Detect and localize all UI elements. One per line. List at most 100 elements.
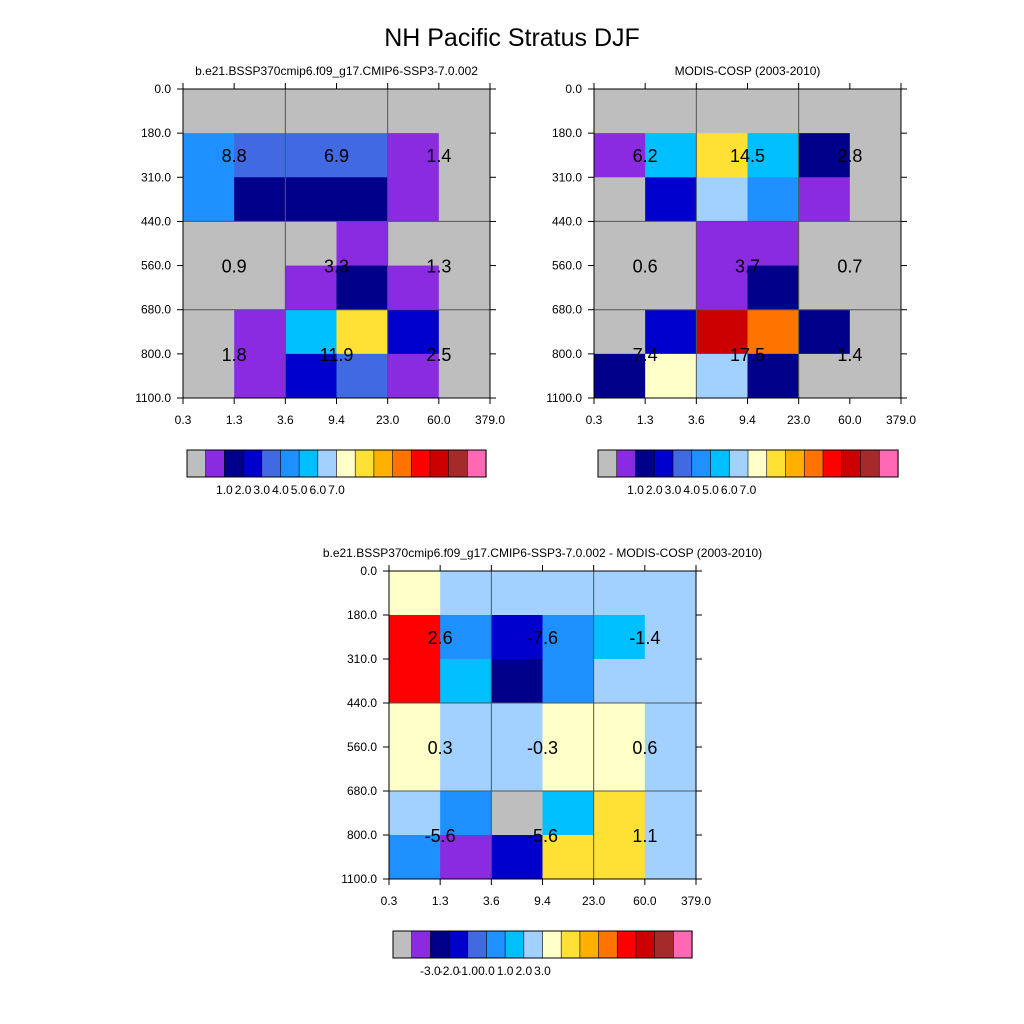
heatmap-cell bbox=[440, 659, 492, 704]
y-tick-label: 310.0 bbox=[141, 170, 171, 184]
heatmap-cell bbox=[387, 89, 440, 134]
colorbar-swatch bbox=[430, 930, 450, 959]
heatmap-cell bbox=[389, 703, 441, 748]
x-tick-label: 9.4 bbox=[328, 413, 345, 427]
heatmap-cell bbox=[438, 177, 491, 222]
data-label: 7.4 bbox=[633, 345, 658, 365]
heatmap-cell bbox=[183, 133, 235, 178]
colorbar-label: 3.0 bbox=[534, 964, 551, 978]
colorbar-swatch bbox=[878, 449, 899, 478]
data-label: 0.6 bbox=[633, 257, 658, 277]
data-label: 1.4 bbox=[426, 146, 451, 166]
data-label: 0.3 bbox=[428, 738, 453, 758]
heatmap-cell bbox=[644, 747, 697, 792]
colorbar-label: -1.0 bbox=[457, 964, 478, 978]
data-label: 3.3 bbox=[324, 257, 349, 277]
data-label: 0.7 bbox=[837, 257, 862, 277]
y-tick-label: 800.0 bbox=[347, 828, 377, 842]
colorbar-label: 1.0 bbox=[497, 964, 514, 978]
heatmap-cell bbox=[440, 703, 492, 748]
heatmap-cell bbox=[491, 835, 543, 880]
colorbar-swatch bbox=[766, 449, 787, 478]
heatmap-cell bbox=[285, 177, 337, 222]
x-tick-label: 0.3 bbox=[586, 413, 603, 427]
heatmap-cell bbox=[438, 265, 491, 311]
heatmap-cell bbox=[849, 133, 902, 178]
x-tick-label: 0.3 bbox=[381, 894, 398, 908]
heatmap-cell bbox=[593, 703, 646, 748]
heatmap-cell bbox=[747, 133, 800, 178]
colorbar-swatch bbox=[448, 930, 469, 959]
heatmap-cell bbox=[387, 133, 440, 178]
data-label: 1.3 bbox=[426, 257, 451, 277]
y-tick-label: 800.0 bbox=[141, 347, 171, 361]
x-tick-label: 379.0 bbox=[681, 894, 711, 908]
heatmap-cell bbox=[644, 571, 697, 616]
heatmap-cell bbox=[438, 133, 491, 178]
colorbar-swatch bbox=[242, 449, 263, 478]
heatmap-cell bbox=[440, 571, 492, 616]
colorbar-swatch bbox=[803, 449, 824, 478]
data-label: 14.5 bbox=[730, 146, 765, 166]
y-tick-label: 440.0 bbox=[552, 214, 582, 228]
colorbar-label: 2.0 bbox=[235, 483, 252, 497]
colorbar-swatch bbox=[317, 449, 338, 478]
y-tick-label: 560.0 bbox=[552, 259, 582, 273]
heatmap-cell bbox=[234, 309, 286, 355]
heatmap-cell bbox=[798, 309, 851, 355]
heatmap-cell bbox=[336, 89, 389, 134]
colorbar-swatch bbox=[654, 930, 674, 959]
x-tick-label: 9.4 bbox=[739, 413, 756, 427]
colorbar-swatch bbox=[822, 449, 843, 478]
heatmap-cell bbox=[849, 265, 902, 311]
colorbar-swatch bbox=[616, 449, 637, 478]
heatmap-cell bbox=[849, 177, 902, 222]
heatmap-cell bbox=[594, 309, 646, 355]
heatmap-cell bbox=[849, 89, 902, 134]
colorbar-swatch bbox=[841, 449, 862, 478]
y-tick-label: 0.0 bbox=[154, 82, 171, 96]
heatmap-cell bbox=[644, 659, 697, 704]
heatmap-cell bbox=[387, 265, 440, 311]
heatmap-cell bbox=[747, 265, 800, 311]
x-tick-label: 3.6 bbox=[688, 413, 705, 427]
colorbar-swatch bbox=[373, 449, 394, 478]
colorbar-frame bbox=[392, 930, 693, 959]
colorbar-swatch bbox=[261, 449, 282, 478]
data-label: 1.4 bbox=[837, 345, 862, 365]
heatmap-cell bbox=[389, 791, 441, 836]
colorbar-label: -2.0 bbox=[439, 964, 460, 978]
y-tick-label: 1100.0 bbox=[341, 872, 377, 886]
heatmap-cell bbox=[387, 221, 440, 266]
heatmap-cell bbox=[542, 835, 595, 880]
colorbar-swatch bbox=[523, 930, 544, 959]
colorbar-swatch bbox=[635, 930, 656, 959]
heatmap-cell bbox=[183, 353, 235, 399]
heatmap-cell bbox=[747, 177, 800, 222]
heatmap-cell bbox=[285, 309, 337, 355]
data-label: -0.3 bbox=[527, 738, 558, 758]
heatmap-cell bbox=[438, 309, 491, 355]
y-tick-label: 680.0 bbox=[141, 303, 171, 317]
heatmap-cell bbox=[747, 89, 800, 134]
heatmap-cell bbox=[491, 703, 543, 748]
heatmap-cell bbox=[542, 615, 595, 660]
heatmap-cell bbox=[389, 835, 441, 880]
heatmap-cell bbox=[593, 615, 646, 660]
panel-1: b.e21.BSSP370cmip6.f09_g17.CMIP6-SSP3-7.… bbox=[135, 64, 505, 497]
colorbar-swatch bbox=[205, 449, 225, 478]
data-label: 0.9 bbox=[222, 257, 247, 277]
heatmap-cell bbox=[645, 177, 697, 222]
heatmap-cell bbox=[387, 177, 440, 222]
x-tick-label: 0.3 bbox=[175, 413, 192, 427]
colorbar-label: 4.0 bbox=[272, 483, 289, 497]
heatmap-cell bbox=[798, 221, 851, 266]
heatmap-cell bbox=[644, 791, 697, 836]
data-label: 2.5 bbox=[426, 345, 451, 365]
heatmap-cell bbox=[696, 177, 748, 222]
heatmap-cell bbox=[594, 89, 646, 134]
y-tick-label: 180.0 bbox=[347, 608, 377, 622]
heatmap-cell bbox=[336, 133, 389, 178]
heatmap-cell bbox=[389, 615, 441, 660]
heatmap-cell bbox=[798, 353, 851, 399]
